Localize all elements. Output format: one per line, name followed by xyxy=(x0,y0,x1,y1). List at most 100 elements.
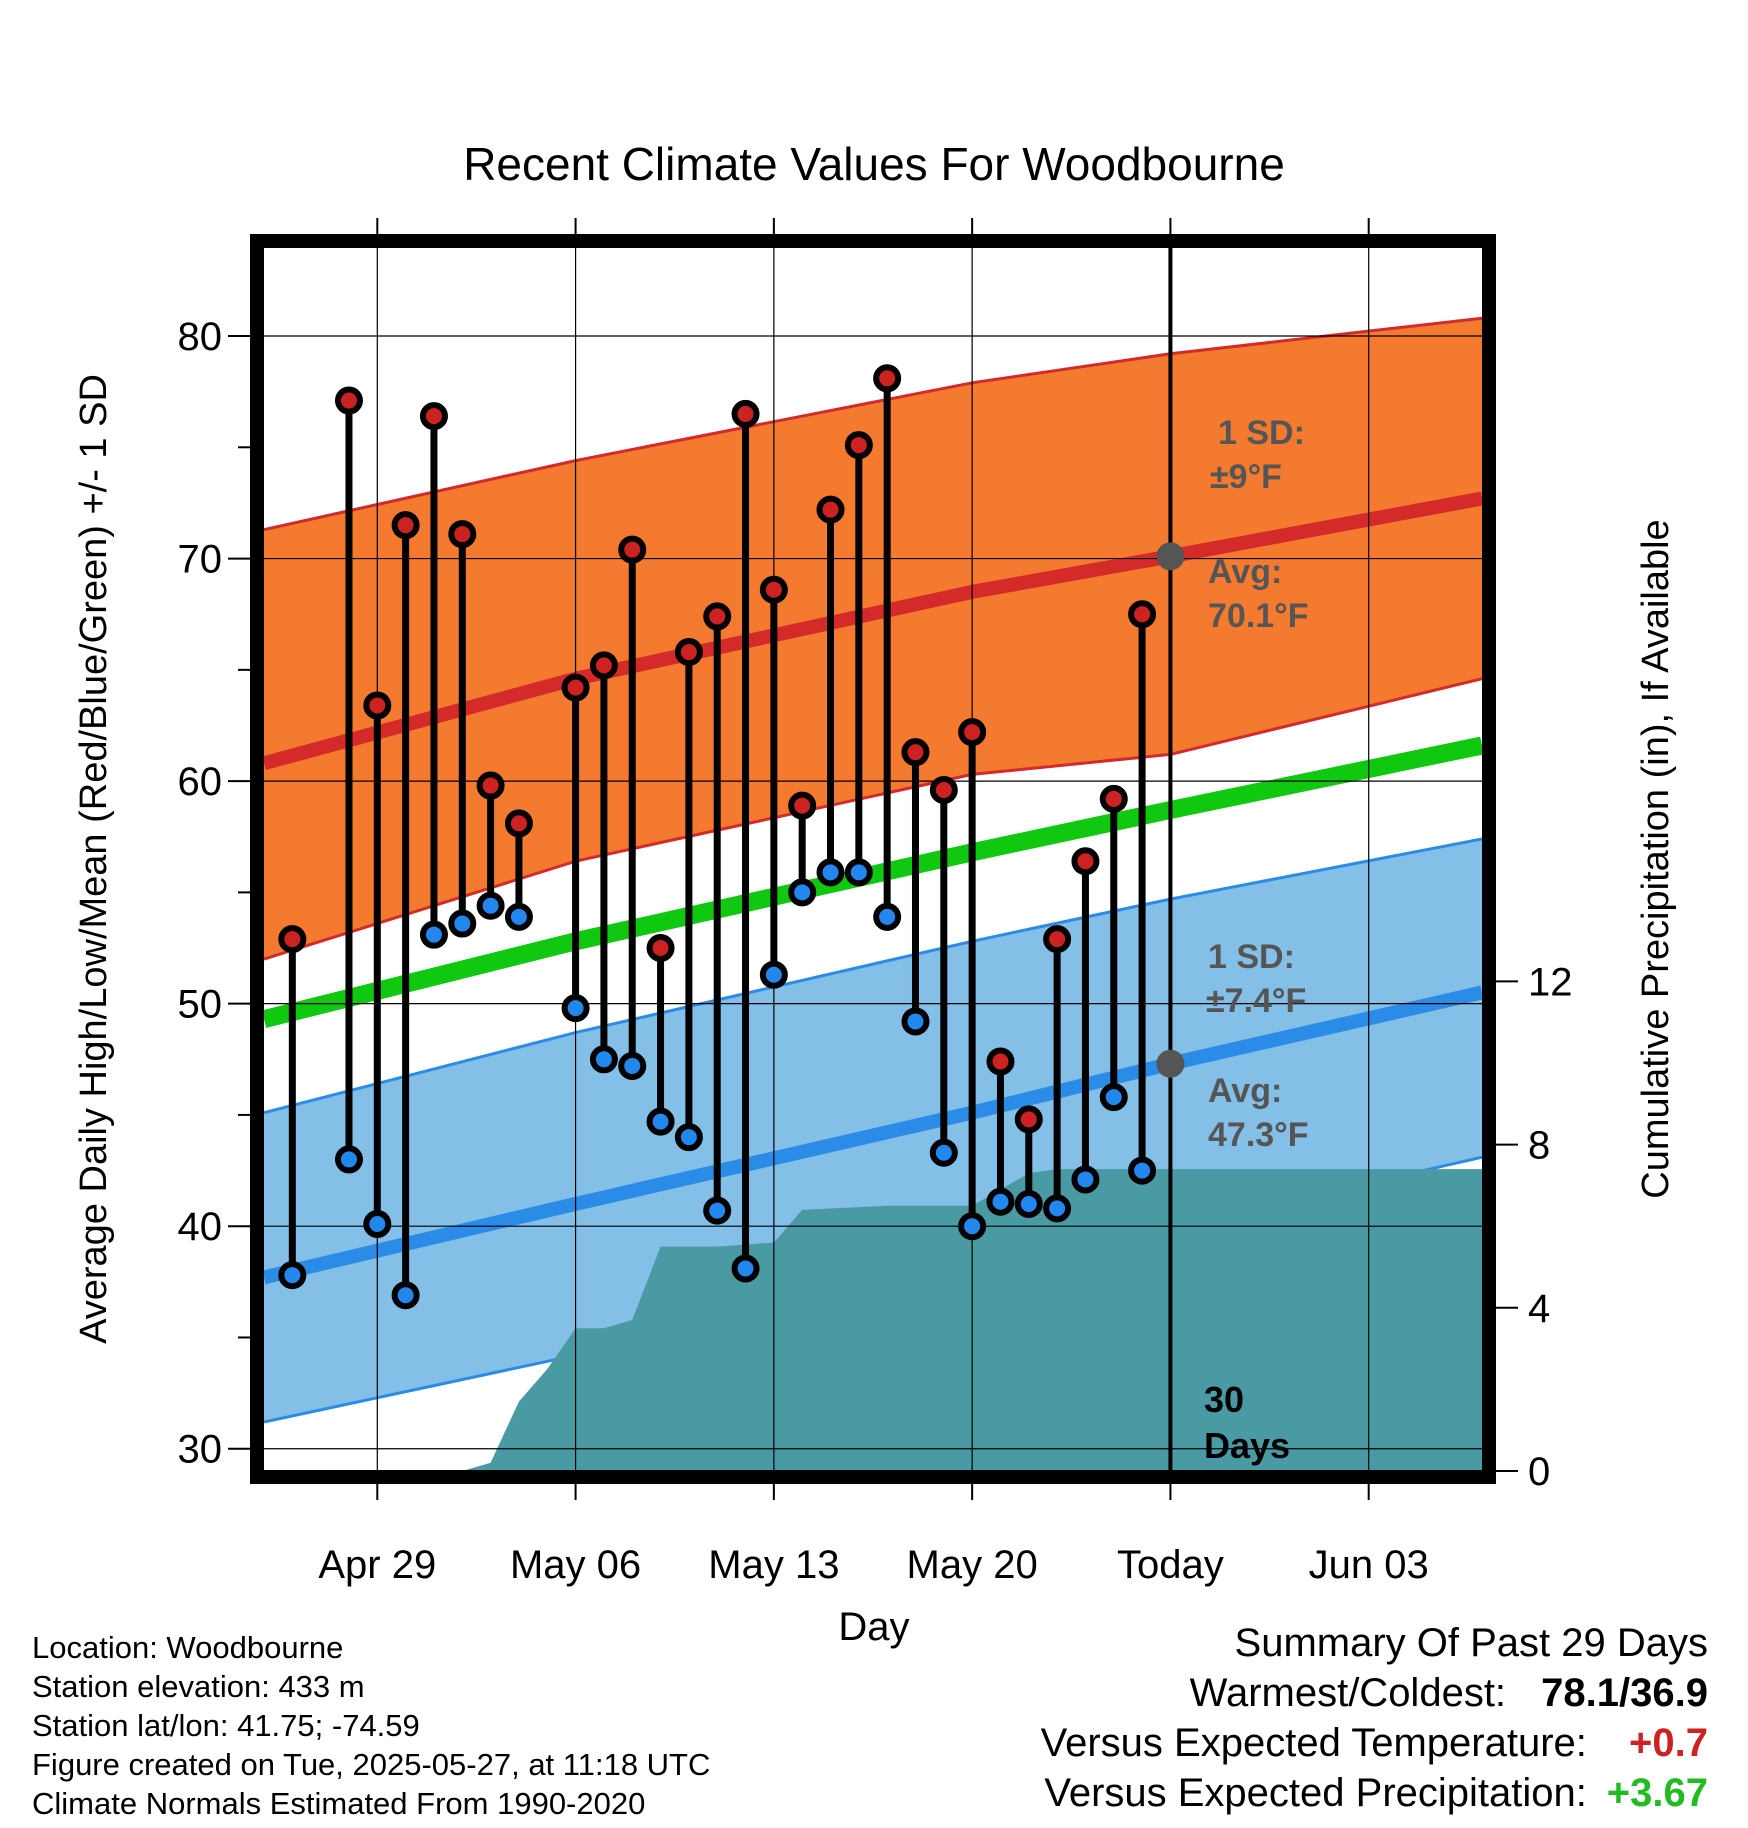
warmest-value: 78.1/36.9 xyxy=(1541,1671,1708,1715)
created-text: Figure created on Tue, 2025-05-27, at 11… xyxy=(32,1747,711,1782)
today-high-avg-marker xyxy=(1156,542,1185,571)
x-tick-label: Apr 29 xyxy=(318,1543,436,1587)
precip-value: +3.67 xyxy=(1606,1771,1708,1815)
plot-area xyxy=(264,316,1482,1471)
high-point xyxy=(986,1047,1015,1076)
low-point xyxy=(901,1007,930,1036)
low-point xyxy=(589,1045,618,1074)
high-point xyxy=(873,364,902,393)
days-count-label: 30 xyxy=(1204,1379,1244,1420)
high-point xyxy=(278,925,307,954)
x-tick-label: May 13 xyxy=(708,1543,839,1587)
high-point xyxy=(1071,847,1100,876)
y-tick-label-right: 0 xyxy=(1528,1450,1550,1494)
low-point xyxy=(1014,1189,1043,1218)
high-point xyxy=(731,399,760,428)
low-point xyxy=(1099,1083,1128,1112)
high-avg-label: Avg: xyxy=(1208,553,1282,591)
low-point xyxy=(419,920,448,949)
high-point xyxy=(1099,784,1128,813)
high-point xyxy=(929,776,958,805)
high-point xyxy=(476,771,505,800)
high-point xyxy=(618,535,647,564)
summary-temp-row: Versus Expected Temperature: +0.7 xyxy=(1041,1718,1708,1768)
low-point xyxy=(448,909,477,938)
summary-title: Summary Of Past 29 Days xyxy=(1234,1621,1708,1665)
low-point xyxy=(958,1212,987,1241)
today-avg-markers xyxy=(1156,542,1185,1078)
high-point xyxy=(1014,1105,1043,1134)
low-point xyxy=(391,1281,420,1310)
warmest-label: Warmest/Coldest: xyxy=(1189,1671,1507,1715)
low-point xyxy=(504,902,533,931)
low-point xyxy=(334,1145,363,1174)
low-avg-value: 47.3°F xyxy=(1208,1116,1309,1154)
x-tick-label: Today xyxy=(1117,1543,1224,1587)
summary-warmest-row: Warmest/Coldest: 78.1/36.9 xyxy=(1041,1668,1708,1718)
y-tick-label-right: 4 xyxy=(1528,1287,1550,1331)
low-point xyxy=(1128,1156,1157,1185)
y-tick-label: 30 xyxy=(178,1428,223,1472)
y-tick-label-right: 12 xyxy=(1528,960,1573,1004)
low-point xyxy=(731,1254,760,1283)
low-sd-label: 1 SD: xyxy=(1208,938,1295,976)
y-tick-label: 80 xyxy=(178,315,223,359)
x-tick-label: May 20 xyxy=(907,1543,1038,1587)
high-point xyxy=(504,809,533,838)
high-point xyxy=(901,738,930,767)
high-point xyxy=(363,691,392,720)
high-point xyxy=(448,520,477,549)
x-axis-label: Day xyxy=(838,1605,909,1649)
low-point xyxy=(759,960,788,989)
high-point xyxy=(589,651,618,680)
high-avg-value: 70.1°F xyxy=(1208,597,1309,635)
x-tick-label: Jun 03 xyxy=(1309,1543,1429,1587)
high-point xyxy=(674,638,703,667)
normals-text: Climate Normals Estimated From 1990-2020 xyxy=(32,1786,646,1821)
station-info: Location: Woodbourne Station elevation: … xyxy=(32,1628,710,1823)
y-tick-label: 60 xyxy=(178,760,223,804)
annotations: 1 SD: ±9°F Avg: 70.1°F 1 SD: ±7.4°F Avg:… xyxy=(1204,414,1309,1466)
high-sd-label: 1 SD: xyxy=(1218,414,1305,452)
location-text: Location: Woodbourne xyxy=(32,1630,344,1665)
low-point xyxy=(1043,1194,1072,1223)
low-point xyxy=(618,1051,647,1080)
low-point xyxy=(703,1196,732,1225)
high-point xyxy=(816,495,845,524)
low-point xyxy=(674,1123,703,1152)
axes: 30 40 50 60 70 80 0 4 8 12 Apr 29 May 06 May 13 May 2… xyxy=(178,218,1573,1587)
high-point xyxy=(788,791,817,820)
high-point xyxy=(391,511,420,540)
low-point xyxy=(278,1261,307,1290)
high-point xyxy=(703,602,732,631)
low-point xyxy=(929,1138,958,1167)
temp-label: Versus Expected Temperature: xyxy=(1040,1721,1587,1765)
low-point xyxy=(1071,1165,1100,1194)
high-point xyxy=(561,673,590,702)
low-point xyxy=(788,878,817,907)
y-tick-label-right: 8 xyxy=(1528,1124,1550,1168)
low-avg-label: Avg: xyxy=(1208,1072,1282,1110)
elevation-text: Station elevation: 433 m xyxy=(32,1669,365,1704)
latlon-text: Station lat/lon: 41.75; -74.59 xyxy=(32,1708,420,1743)
x-tick-label: May 06 xyxy=(510,1543,641,1587)
daily-high-low-bars xyxy=(278,364,1157,1310)
high-point xyxy=(1043,925,1072,954)
summary-precip-row: Versus Expected Precipitation: +3.67 xyxy=(1041,1768,1708,1818)
precip-label: Versus Expected Precipitation: xyxy=(1044,1771,1587,1815)
chart-title: Recent Climate Values For Woodbourne xyxy=(463,138,1285,190)
low-point xyxy=(986,1187,1015,1216)
high-sd-band xyxy=(264,318,1482,960)
high-sd-value: ±9°F xyxy=(1210,458,1282,496)
low-point xyxy=(873,902,902,931)
precip-area xyxy=(349,1169,1482,1471)
low-point xyxy=(844,858,873,887)
high-point xyxy=(1128,600,1157,629)
y-tick-label: 50 xyxy=(178,983,223,1027)
high-point xyxy=(759,575,788,604)
high-point xyxy=(844,431,873,460)
high-point xyxy=(419,402,448,431)
low-point xyxy=(561,994,590,1023)
high-point xyxy=(334,386,363,415)
